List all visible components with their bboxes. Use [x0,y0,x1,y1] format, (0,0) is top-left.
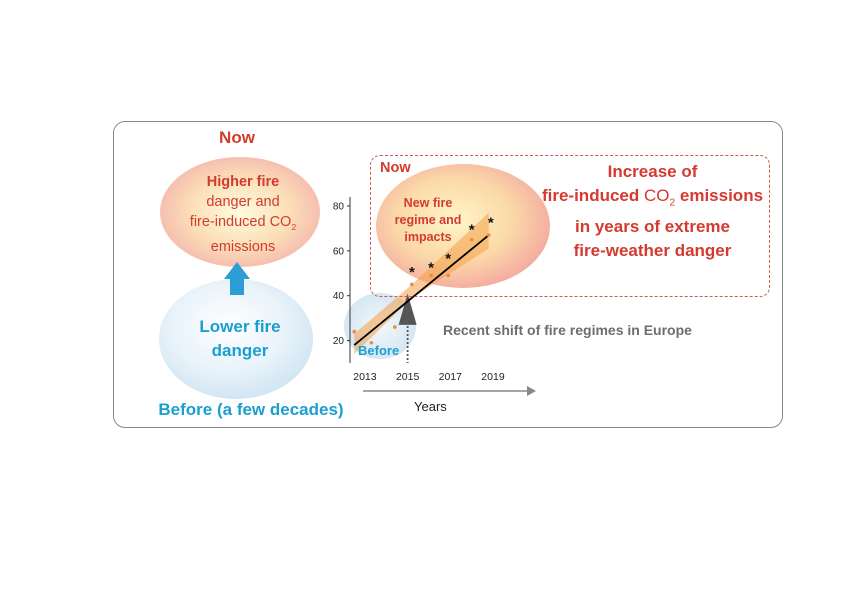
trend-line [353,234,490,346]
now-oval-line: danger and [206,194,280,210]
x-tick-label: 2015 [396,371,420,383]
extreme-year-asterisk: * [428,260,434,277]
co2-text: CO [643,186,670,205]
increase-prefix: fire-induced [541,186,644,205]
data-point [352,329,357,334]
x-tick-label: 2013 [353,371,377,383]
graph-before-label: Before [358,343,400,358]
recent-shift-caption: Recent shift of fire regimes in Europe [443,322,692,338]
data-point [486,233,491,237]
increase-text: Increase of fire-induced CO2 emissions i… [530,160,775,263]
x-axis-arrow-head-icon [527,386,536,396]
now-oval-line: emissions [210,238,276,255]
graph-now-label: Now [380,160,411,176]
co2-subscript: 2 [669,197,676,209]
extreme-year-asterisk: * [445,251,451,268]
now-oval-line: fire-induced CO2 [168,212,318,237]
data-point [410,282,414,287]
increase-line: fire-weather danger [573,241,732,261]
data-point [429,273,433,278]
lower-oval [159,279,313,399]
now-title: Now [219,128,255,147]
x-tick-label: 2017 [439,371,463,383]
shift-marker-arrow-icon [398,293,417,325]
data-point [369,341,374,345]
before-title: Before (a few decades) [158,400,344,419]
y-tick-label: 40 [333,291,345,302]
now-oval-text: Higher fire danger and fire-induced CO2 … [168,172,318,257]
new-fire-line: impacts [404,230,452,244]
graph-now-oval [376,164,550,288]
emissions-callout-box [370,155,770,297]
x-tick-label: 2019 [481,371,505,383]
extreme-year-asterisk: * [488,215,494,232]
main-panel [113,121,783,428]
lower-oval-text: Lower fire danger [170,315,310,363]
now-oval-line: Higher fire [206,174,280,190]
extreme-year-asterisk: * [469,221,475,238]
y-tick-label: 20 [333,336,345,347]
increase-line: Increase of [607,162,698,181]
co2-text: fire-induced CO [189,214,292,230]
new-fire-line: New fire [403,196,453,210]
co2-subscript: 2 [291,221,297,232]
new-fire-regime-text: New fire regime and impacts [383,195,473,246]
x-axis-label: Years [414,399,447,414]
increase-line: in years of extreme [575,217,730,237]
lower-oval-line: Lower fire [199,317,281,336]
data-point [446,273,450,278]
data-point [469,237,474,242]
lower-oval-line: danger [211,341,269,360]
new-fire-line: regime and [394,213,462,227]
y-tick-label: 60 [333,246,345,257]
increase-suffix: emissions [675,186,764,205]
now-oval [160,157,320,267]
increase-line: fire-induced CO2 emissions [530,184,775,215]
data-point [393,325,397,329]
up-arrow-icon [224,262,250,295]
extreme-year-asterisk: * [409,264,415,281]
y-tick-label: 80 [333,201,345,212]
